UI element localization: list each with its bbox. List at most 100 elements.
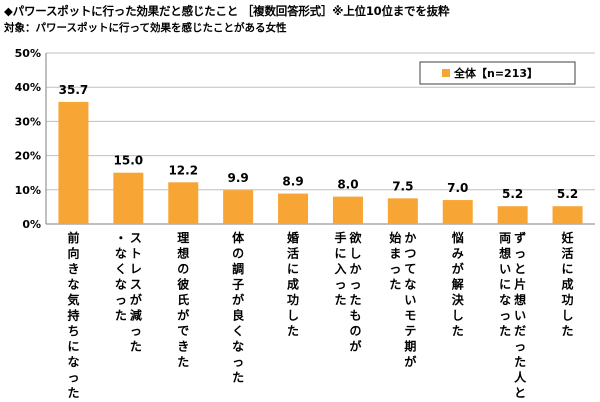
- category-label-char: 想: [513, 292, 526, 307]
- category-label-char: の: [177, 262, 189, 276]
- data-label: 8.9: [282, 175, 303, 189]
- category-label-char: 始: [389, 230, 401, 245]
- category-label-char: し: [562, 309, 574, 323]
- category-label-char: っ: [130, 324, 142, 338]
- category-label-char: ず: [514, 230, 526, 245]
- category-label-char: と: [514, 386, 526, 400]
- category-label-char: 減: [130, 308, 142, 323]
- category-label-char: 向: [67, 246, 79, 261]
- category-label-char: の: [349, 324, 361, 338]
- category-label-char: 欲: [348, 230, 361, 245]
- category-label-char: た: [452, 324, 464, 338]
- bar: [552, 206, 583, 224]
- bar: [332, 196, 363, 224]
- category-label-char: く: [232, 324, 244, 338]
- bar: [387, 198, 418, 224]
- chart-title: ◆パワースポットに行った効果だと感じたこと ［複数回答形式］※上位10位までを抜…: [4, 4, 450, 18]
- category-label-char: っ: [514, 247, 526, 261]
- category-label-char: が: [404, 354, 416, 369]
- category-label-char: 解: [452, 277, 464, 292]
- category-label-char: た: [287, 324, 299, 338]
- legend-box: [419, 61, 576, 85]
- y-tick-label: 30%: [15, 115, 41, 128]
- data-label: 35.7: [59, 83, 89, 97]
- category-label-char: 想: [498, 246, 511, 261]
- category-label-char: っ: [349, 278, 361, 292]
- category-label-char: つ: [404, 247, 416, 261]
- category-label-char: ・: [115, 231, 127, 245]
- y-tick-label: 10%: [15, 184, 41, 197]
- category-label-char: に: [499, 278, 511, 292]
- category-label-char: ち: [67, 324, 79, 338]
- category-label-char: な: [115, 247, 127, 261]
- y-tick-label: 40%: [15, 81, 41, 94]
- legend-label: 全体【n=213】: [453, 66, 538, 80]
- category-label-char: テ: [404, 324, 416, 338]
- category-label-char: い: [499, 262, 511, 276]
- category-label-char: 片: [514, 277, 526, 292]
- data-label: 9.9: [228, 171, 249, 185]
- category-label-char: た: [389, 278, 401, 292]
- category-label-char: に: [287, 262, 299, 276]
- data-label: 5.2: [557, 187, 578, 201]
- category-label-char: た: [349, 293, 361, 307]
- category-label-char: 活: [287, 246, 299, 261]
- category-label-char: 両: [499, 231, 511, 245]
- category-label-char: に: [334, 247, 346, 261]
- bar: [497, 206, 528, 224]
- category-label-char: 気: [67, 292, 79, 307]
- category-label-char: て: [404, 262, 416, 276]
- data-label: 8.0: [337, 178, 358, 192]
- category-label-char: に: [67, 340, 79, 354]
- category-label-char: っ: [334, 278, 346, 292]
- data-label: 5.2: [502, 187, 523, 201]
- category-label-char: ス: [130, 231, 142, 245]
- category-label-char: な: [67, 278, 79, 292]
- category-label-char: モ: [404, 309, 416, 323]
- category-label-char: た: [130, 340, 142, 354]
- category-label-char: 子: [232, 278, 244, 292]
- category-label-char: た: [115, 309, 127, 323]
- category-label-char: た: [67, 386, 79, 400]
- category-label-char: で: [177, 324, 189, 338]
- category-label-char: っ: [67, 371, 79, 385]
- category-label-char: 彼: [177, 277, 189, 292]
- category-label-char: し: [349, 247, 361, 261]
- data-label: 7.0: [447, 181, 468, 195]
- category-label-char: だ: [514, 324, 526, 338]
- category-label-char: 持: [67, 308, 79, 323]
- category-label-char: 手: [334, 230, 346, 245]
- bar: [278, 193, 309, 224]
- category-label-char: か: [404, 231, 416, 245]
- bar: [168, 182, 199, 224]
- category-label-char: と: [514, 262, 526, 276]
- data-label: 7.5: [392, 179, 413, 193]
- category-label-char: 成: [287, 277, 299, 292]
- category-label-char: た: [177, 355, 189, 369]
- category-label-char: し: [287, 309, 299, 323]
- category-label-char: し: [452, 309, 464, 323]
- category-label-char: な: [232, 340, 244, 354]
- category-label-char: が: [177, 308, 189, 323]
- category-label-char: た: [232, 371, 244, 385]
- category-label-char: 妊: [562, 230, 574, 245]
- data-label: 15.0: [114, 154, 144, 168]
- category-label-char: 良: [232, 308, 244, 323]
- category-label-char: っ: [389, 262, 401, 276]
- category-label-char: の: [232, 247, 244, 261]
- category-label-char: な: [115, 278, 127, 292]
- data-label: 12.2: [168, 163, 198, 177]
- category-label-char: 想: [176, 246, 189, 261]
- category-label-char: ス: [130, 278, 142, 292]
- category-label-char: い: [404, 293, 416, 307]
- category-label-char: た: [562, 324, 574, 338]
- y-tick-label: 50%: [15, 47, 41, 60]
- category-label-char: っ: [514, 340, 526, 354]
- y-tick-label: 20%: [15, 150, 41, 163]
- category-label-char: 体: [232, 230, 245, 245]
- category-label-char: み: [452, 247, 464, 261]
- y-tick-label: 0%: [22, 218, 41, 231]
- chart-subtitle: 対象：パワースポットに行って効果を感じたことがある女性: [4, 22, 287, 34]
- bar: [442, 200, 473, 224]
- category-label-char: た: [334, 293, 346, 307]
